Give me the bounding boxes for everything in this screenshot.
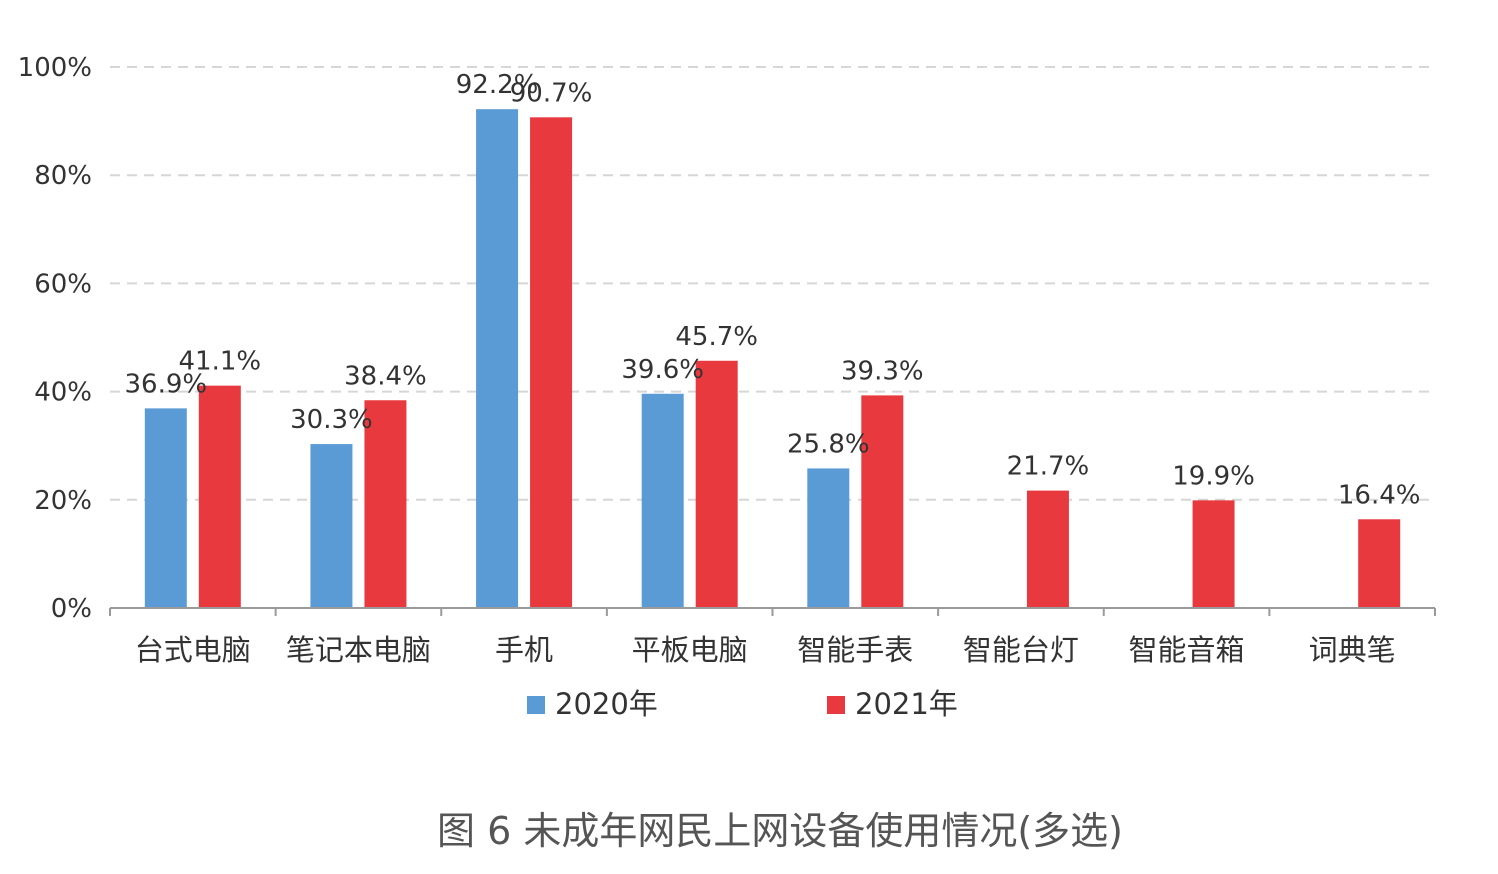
bar-2020 xyxy=(310,444,353,608)
bar-2020 xyxy=(144,408,187,608)
x-tick-label: 智能台灯 xyxy=(963,633,1079,667)
data-label: 38.4% xyxy=(344,361,427,391)
bar-2020 xyxy=(807,468,850,608)
y-tick-label: 100% xyxy=(18,53,92,83)
x-tick-label: 智能手表 xyxy=(797,633,913,667)
legend: 2020年 2021年 xyxy=(527,687,958,721)
data-label: 45.7% xyxy=(675,322,758,352)
data-label: 19.9% xyxy=(1172,461,1255,491)
y-tick-label: 20% xyxy=(34,486,92,516)
y-axis-tick-labels: 0% 20% 40% 60% 80% 100% xyxy=(18,53,92,624)
data-label: 90.7% xyxy=(510,78,593,108)
x-tick-label: 台式电脑 xyxy=(135,633,251,667)
bar-2021 xyxy=(1026,490,1069,608)
data-label: 41.1% xyxy=(179,347,262,377)
bar-2021 xyxy=(364,400,407,608)
x-tick-label: 平板电脑 xyxy=(632,633,748,667)
data-label: 92.2% xyxy=(456,70,539,100)
bar-2020 xyxy=(641,393,684,608)
y-tick-label: 60% xyxy=(34,269,92,299)
bar-2021 xyxy=(1192,500,1235,608)
data-labels: 36.9%41.1% 30.3% 38.4% 92.2%90.7% 39.6%45.7%… xyxy=(125,70,1421,510)
x-tick-label: 笔记本电脑 xyxy=(286,633,431,667)
bars xyxy=(144,109,1401,609)
data-label: 39.3% xyxy=(841,356,924,386)
bar-2021 xyxy=(1358,519,1401,608)
legend-swatch xyxy=(527,696,545,714)
y-tick-label: 80% xyxy=(34,161,92,191)
data-label: 30.3% xyxy=(290,405,373,435)
bar-2021 xyxy=(530,117,573,609)
bar-2021 xyxy=(695,360,738,608)
data-label: 16.4% xyxy=(1338,480,1421,510)
legend-swatch xyxy=(827,696,845,714)
x-axis xyxy=(109,607,1436,616)
figure-caption: 图 6 未成年网民上网设备使用情况(多选) xyxy=(437,809,1123,853)
y-tick-label: 0% xyxy=(51,594,92,624)
data-label: 39.6% xyxy=(621,355,704,385)
legend-label: 2020年 xyxy=(555,687,658,721)
data-label: 36.9% xyxy=(125,369,208,399)
bar-2021 xyxy=(861,395,904,608)
x-tick-label: 手机 xyxy=(495,633,553,667)
data-label: 21.7% xyxy=(1007,452,1090,482)
y-tick-label: 40% xyxy=(34,378,92,408)
bar-2020 xyxy=(476,109,519,608)
data-label: 25.8% xyxy=(787,429,870,459)
x-axis-tick-labels: 台式电脑 笔记本电脑 手机 平板电脑 智能手表 智能台灯 智能音箱 词典笔 xyxy=(135,633,1396,667)
x-tick-label: 智能音箱 xyxy=(1129,633,1245,667)
legend-label: 2021年 xyxy=(855,687,958,721)
x-tick-label: 词典笔 xyxy=(1309,633,1396,667)
bar-2021 xyxy=(198,385,241,608)
